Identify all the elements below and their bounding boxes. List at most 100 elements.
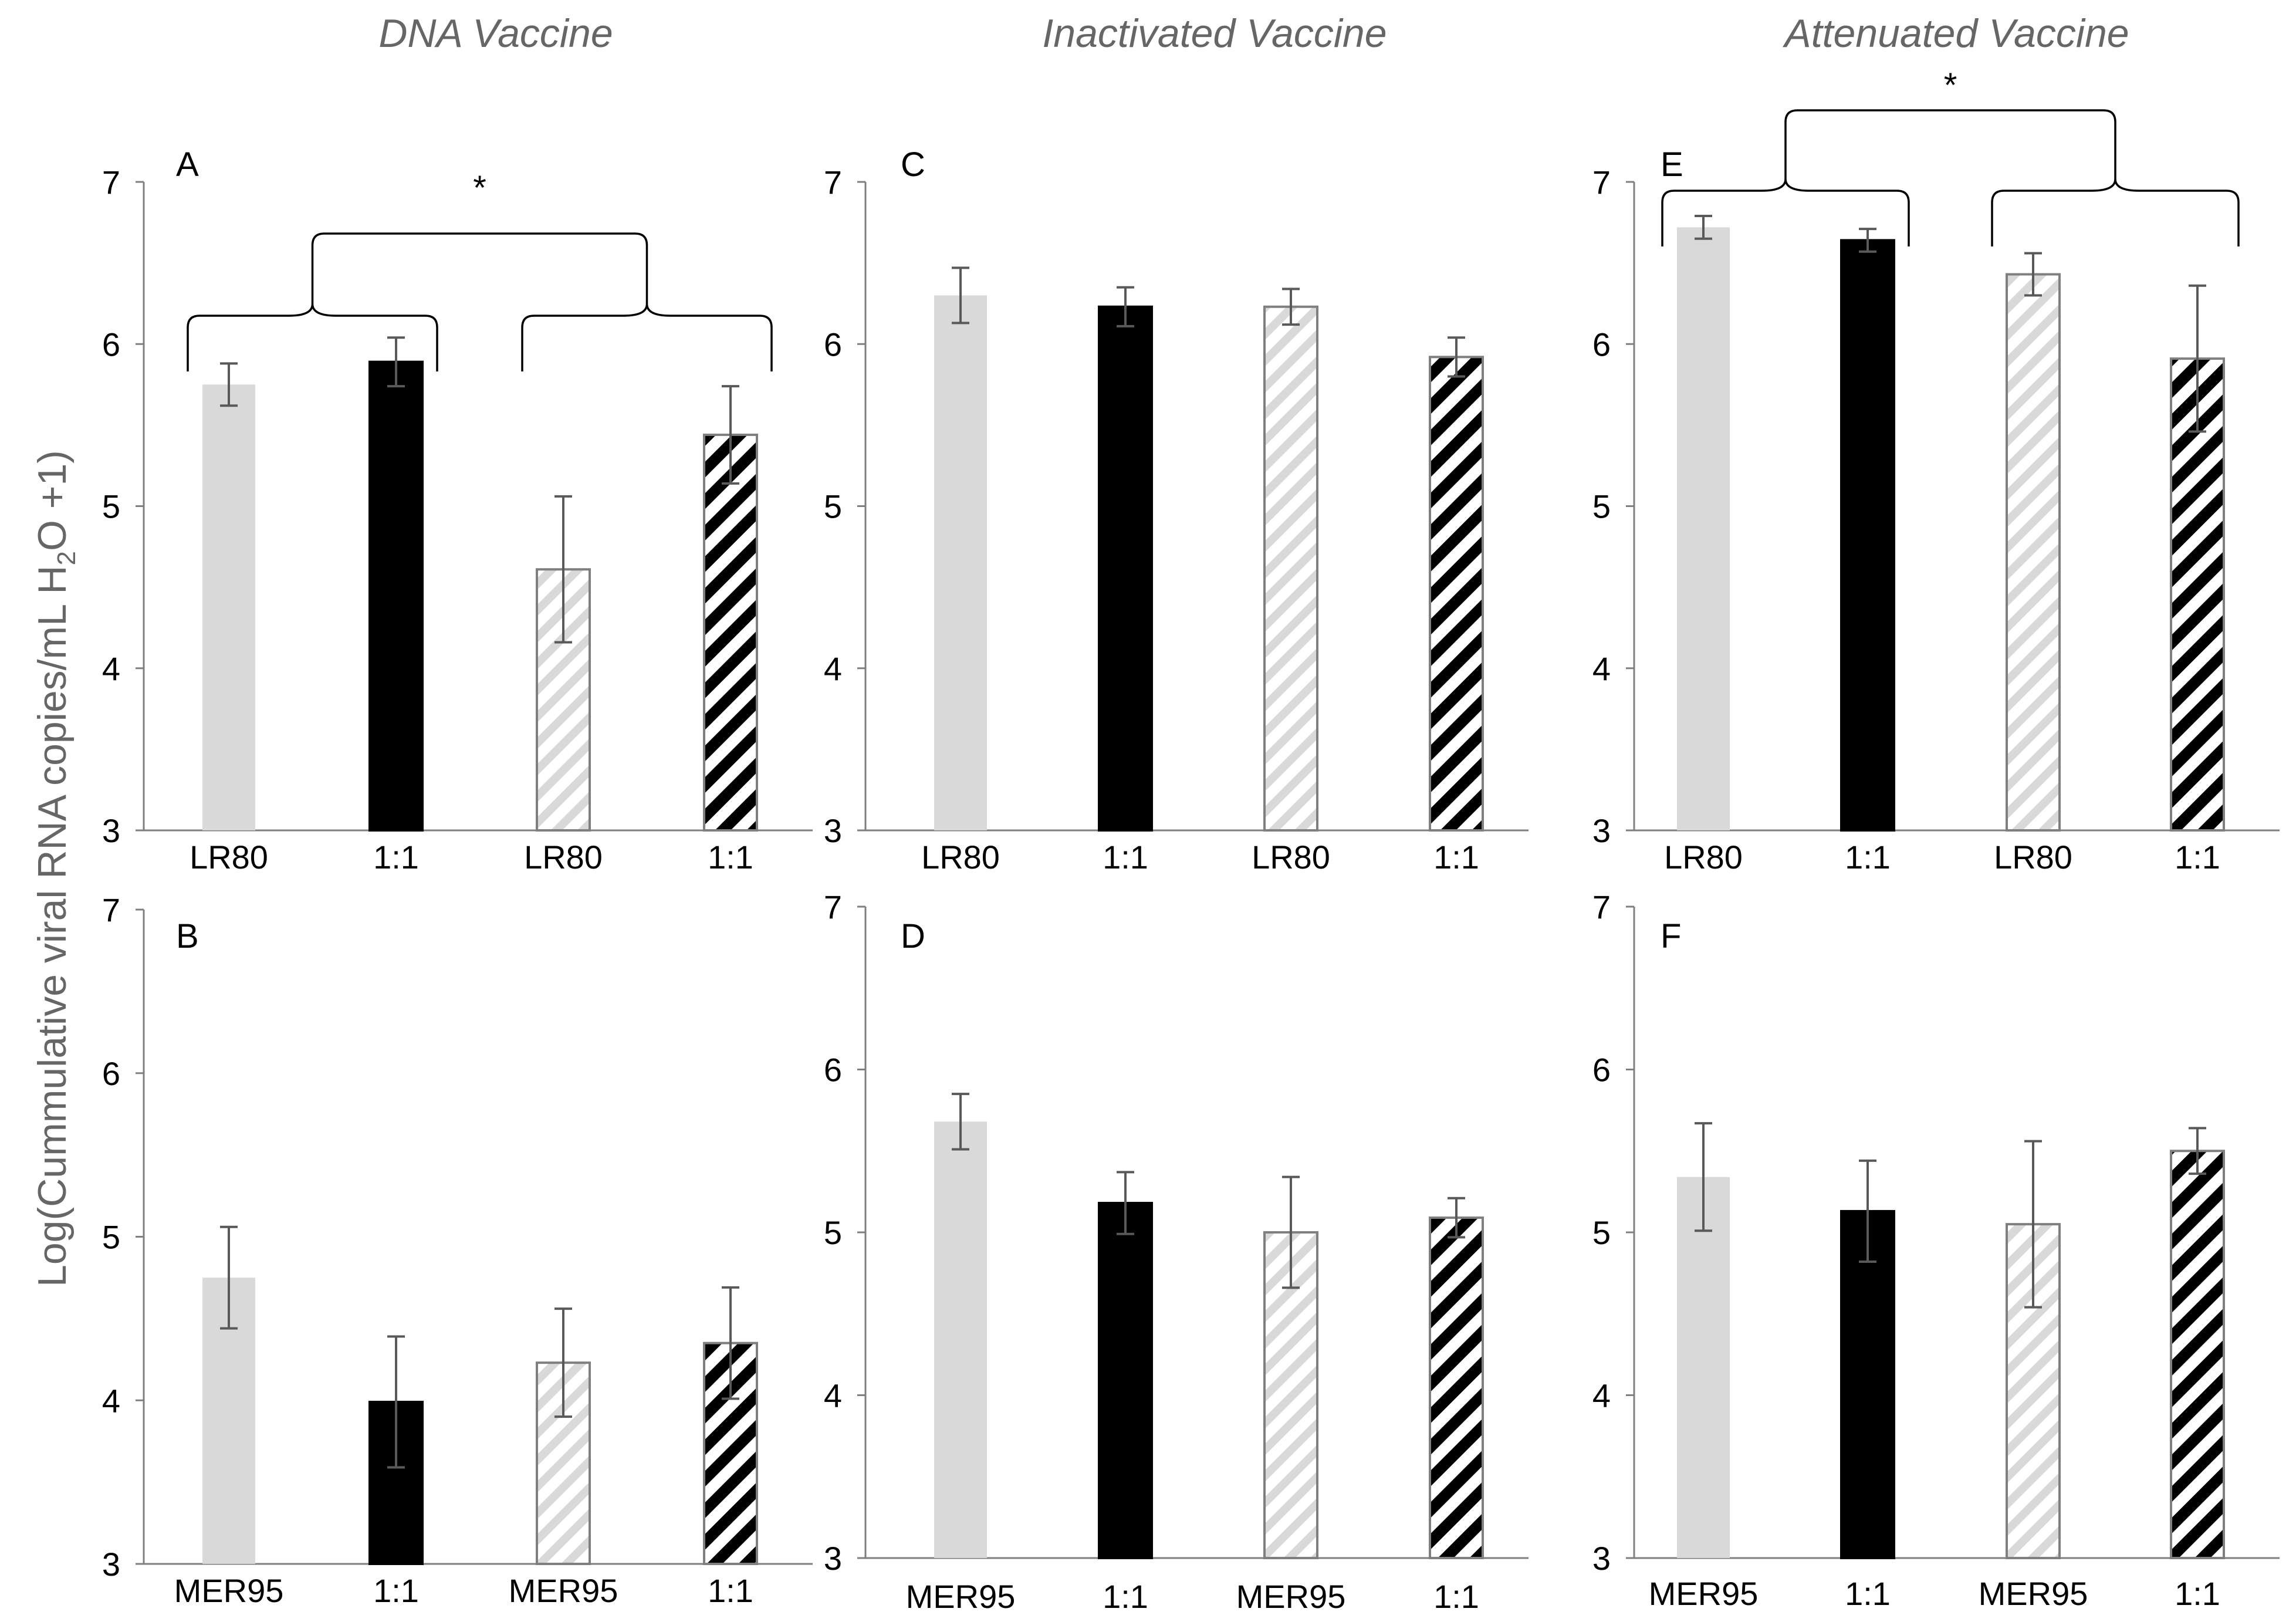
panel-label: B: [176, 917, 199, 955]
category-label: 1:1: [2175, 839, 2220, 876]
panel-e: E 3 4 5 6 7 LR80 1:1 LR80 1:1 *: [1592, 66, 2280, 876]
column-title-inactivated: Inactivated Vaccine: [1042, 11, 1387, 56]
bar: [1677, 227, 1730, 831]
category-label: LR80: [1252, 839, 1330, 876]
y-tick-label: 7: [824, 888, 842, 925]
significance-bracket-outer: [1784, 109, 2116, 179]
significance-star: *: [1944, 66, 1957, 104]
y-axis-label-main: Log(Cummulative viral RNA copies/mL H: [30, 566, 75, 1287]
category-label: LR80: [921, 839, 1000, 876]
y-tick-label: 4: [102, 1382, 120, 1419]
y-tick-label: 3: [1592, 812, 1611, 849]
y-tick-label: 5: [1592, 1214, 1611, 1251]
y-tick-label: 6: [824, 326, 842, 363]
y-tick-label: 3: [824, 1540, 842, 1577]
panel-label: A: [176, 146, 199, 184]
panel-a: A 3 4 5 6 7 LR80 1:1 LR80 1:1 *: [102, 146, 813, 876]
bar: [1263, 1231, 1318, 1559]
y-tick-label: 7: [102, 891, 120, 928]
category-label: LR80: [1664, 839, 1743, 876]
column-title-dna: DNA Vaccine: [378, 11, 613, 56]
y-tick-label: 4: [824, 650, 842, 687]
bar: [934, 295, 987, 830]
category-label: 1:1: [1103, 839, 1148, 876]
bar: [703, 1341, 758, 1565]
panel-label: E: [1661, 146, 1683, 184]
bar: [2170, 1150, 2225, 1559]
category-label: 1:1: [373, 839, 419, 876]
category-label: MER95: [174, 1572, 284, 1609]
y-tick-label: 5: [102, 488, 120, 525]
category-label: 1:1: [2175, 1575, 2220, 1612]
bar: [1098, 305, 1153, 832]
column-title-attenuated: Attenuated Vaccine: [1782, 11, 2129, 56]
category-label: MER95: [509, 1572, 618, 1609]
y-tick-label: 7: [824, 164, 842, 201]
y-axis-label: Log(Cummulative viral RNA copies/mL H2O …: [30, 450, 81, 1287]
bar: [1263, 305, 1318, 832]
bar: [2170, 357, 2225, 832]
category-label: MER95: [1649, 1575, 1759, 1612]
significance-bracket-outer: [311, 232, 648, 304]
bar: [1840, 239, 1895, 832]
category-label: 1:1: [708, 839, 753, 876]
y-tick-label: 5: [824, 488, 842, 525]
significance-bracket: [521, 303, 773, 371]
category-label: 1:1: [1103, 1578, 1148, 1615]
y-axis-label-subscript: 2: [52, 551, 81, 565]
y-tick-label: 6: [102, 1055, 120, 1092]
category-label: LR80: [524, 839, 603, 876]
y-tick-label: 5: [824, 1214, 842, 1251]
y-tick-label: 4: [1592, 650, 1611, 687]
y-tick-label: 5: [1592, 488, 1611, 525]
y-tick-label: 3: [102, 1546, 120, 1583]
bar: [202, 384, 255, 830]
y-axis-label-end: O +1): [30, 450, 75, 551]
bar: [1429, 1216, 1484, 1559]
category-label: 1:1: [1845, 839, 1891, 876]
panel-c: C 3 4 5 6 7 LR80 1:1 LR80 1:1: [824, 146, 1529, 876]
panel-b: B 3 4 5 6 7 MER95 1:1 MER95 1:1: [102, 891, 813, 1609]
category-label: LR80: [190, 839, 268, 876]
category-label: MER95: [1236, 1578, 1346, 1615]
y-tick-label: 6: [1592, 326, 1611, 363]
category-label: 1:1: [373, 1572, 419, 1609]
category-label: LR80: [1994, 839, 2072, 876]
panel-d: D 3 4 5 6 7 MER95 1:1 MER95 1:1: [824, 888, 1529, 1615]
y-tick-label: 6: [102, 326, 120, 363]
bar: [1840, 1209, 1895, 1560]
y-tick-label: 4: [1592, 1377, 1611, 1414]
panel-label: F: [1661, 917, 1681, 955]
y-tick-label: 3: [102, 812, 120, 849]
bar: [1677, 1177, 1730, 1558]
category-label: 1:1: [1845, 1575, 1891, 1612]
significance-star: *: [473, 169, 486, 207]
y-tick-label: 4: [102, 650, 120, 687]
y-tick-label: 7: [1592, 888, 1611, 925]
y-tick-label: 6: [1592, 1052, 1611, 1089]
category-label: 1:1: [1433, 1578, 1479, 1615]
category-label: 1:1: [1433, 839, 1479, 876]
y-tick-label: 4: [824, 1377, 842, 1414]
panel-label: D: [901, 917, 925, 955]
bar: [934, 1121, 987, 1558]
bar: [368, 1401, 424, 1566]
bar: [703, 433, 758, 832]
category-label: MER95: [1979, 1575, 2088, 1612]
bar: [1098, 1202, 1153, 1560]
y-tick-label: 6: [824, 1052, 842, 1089]
bar: [2006, 273, 2061, 832]
y-tick-label: 7: [1592, 164, 1611, 201]
significance-bracket: [1991, 178, 2240, 246]
bar: [1429, 356, 1484, 832]
category-label: 1:1: [708, 1572, 753, 1609]
panel-label: C: [901, 146, 925, 184]
category-label: MER95: [906, 1578, 1016, 1615]
bar: [536, 568, 591, 832]
y-tick-label: 7: [102, 164, 120, 201]
y-tick-label: 3: [1592, 1540, 1611, 1577]
y-tick-label: 3: [824, 812, 842, 849]
panel-f: F 3 4 5 6 7 MER95 1:1 MER95 1:1: [1592, 888, 2280, 1612]
bar: [368, 360, 424, 832]
